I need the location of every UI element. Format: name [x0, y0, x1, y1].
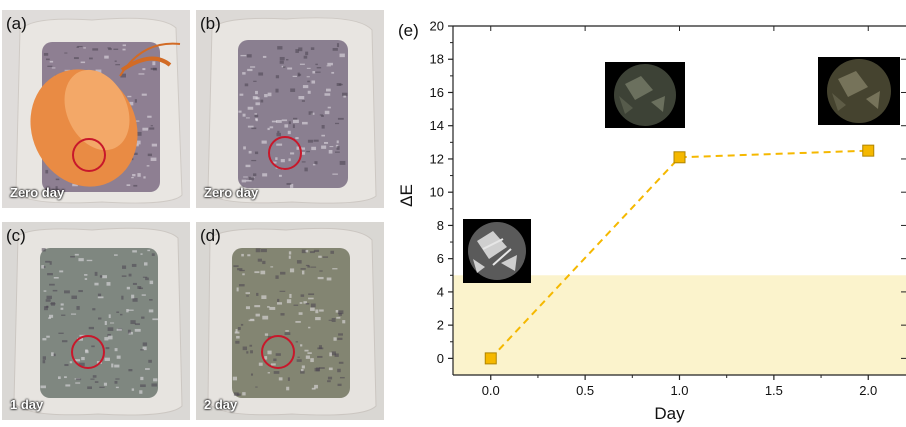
day-caption-c: 1 day: [10, 397, 44, 412]
data-point-day-1: [673, 151, 686, 164]
y-tick-label: 10: [430, 185, 444, 200]
x-tick-label: 0.5: [576, 383, 594, 398]
x-ticks: 0.0 0.5 1.0 1.5 2.0: [482, 26, 877, 398]
data-point-day-2: [862, 144, 875, 157]
inset-image-day0: [463, 219, 531, 283]
y-tick-label: 18: [430, 52, 444, 67]
packaging-photo-b: [196, 10, 384, 208]
photo-panel-b: (b) Zero day: [196, 10, 384, 208]
x-tick-label: 1.0: [670, 383, 688, 398]
y-tick-label: 12: [430, 151, 444, 166]
y-ticks: 0 2 4 6 8 10 12 14 16 18 20: [430, 19, 906, 366]
day-caption-a: Zero day: [10, 185, 65, 200]
series-line: [490, 149, 869, 360]
panel-label-a: (a): [6, 14, 27, 33]
y-tick-label: 16: [430, 85, 444, 100]
packaging-photo-a: [2, 10, 190, 208]
panel-label-b: (b): [200, 14, 221, 33]
y-axis-title: ΔE: [397, 184, 416, 207]
threshold-band: [453, 275, 906, 375]
y-tick-label: 4: [437, 284, 444, 299]
plot-series: [484, 144, 875, 365]
data-point-day-0: [484, 352, 497, 365]
inset-image-day1: [605, 62, 685, 128]
photo-panel-d: (d) 2 day: [196, 222, 384, 420]
x-axis-title: Day: [654, 404, 685, 423]
y-tick-label: 2: [437, 318, 444, 333]
panel-label-d: (d): [200, 226, 221, 245]
packaging-photo-c: [2, 222, 190, 420]
y-tick-label: 8: [437, 218, 444, 233]
y-tick-label: 14: [430, 118, 444, 133]
x-tick-label: 1.5: [765, 383, 783, 398]
photo-panel-a: (a) Zero day: [2, 10, 190, 208]
day-caption-d: 2 day: [204, 397, 238, 412]
panel-label-e: (e): [398, 21, 419, 40]
y-tick-label: 0: [437, 351, 444, 366]
color-insets: [463, 57, 900, 283]
photo-panel-c: (c) 1 day: [2, 222, 190, 420]
packaging-photo-d: [196, 222, 384, 420]
y-tick-label: 6: [437, 251, 444, 266]
day-caption-b: Zero day: [204, 185, 259, 200]
inset-image-day2: [818, 57, 900, 125]
x-tick-label: 2.0: [859, 383, 877, 398]
delta-e-chart: 0 2 4 6 8 10 12 14 16 18 20 0.0 0.5 1.0 1.5 2.0 ΔE Day…: [397, 19, 906, 423]
x-tick-label: 0.0: [482, 383, 500, 398]
y-tick-label: 20: [430, 19, 444, 34]
panel-label-c: (c): [6, 226, 26, 245]
